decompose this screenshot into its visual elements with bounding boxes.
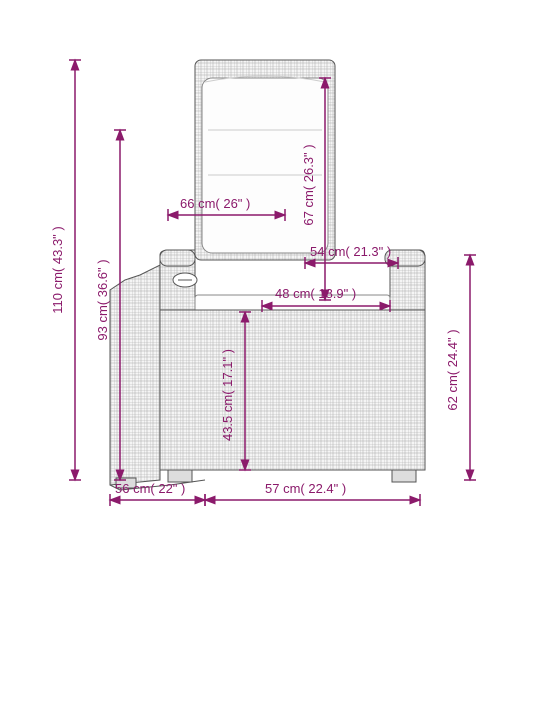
dim-label: 48 cm( 18.9" ) [275,286,356,301]
dim-w57: 57 cm( 22.4" ) [205,481,420,506]
dim-label: 43.5 cm( 17.1" ) [220,349,235,441]
dimension-diagram: #arrL path, #arrR path { fill: #8b1a6b; … [0,0,540,720]
dim-label: 93 cm( 36.6" ) [95,259,110,340]
chair-illustration [110,60,425,490]
dim-label: 67 cm( 26.3" ) [301,144,316,225]
dim-h110: 110 cm( 43.3" ) [50,60,81,480]
dim-label: 56 cm( 22" ) [115,481,185,496]
dim-label: 62 cm( 24.4" ) [445,329,460,410]
dim-d56: 56 cm( 22" ) [110,481,205,506]
dim-h62: 62 cm( 24.4" ) [445,255,476,480]
dim-label: 110 cm( 43.3" ) [50,226,65,313]
dim-label: 54 cm( 21.3" ) [310,244,391,259]
dim-w54: 54 cm( 21.3" ) [305,244,398,269]
dim-label: 66 cm( 26" ) [180,196,250,211]
dim-label: 57 cm( 22.4" ) [265,481,346,496]
